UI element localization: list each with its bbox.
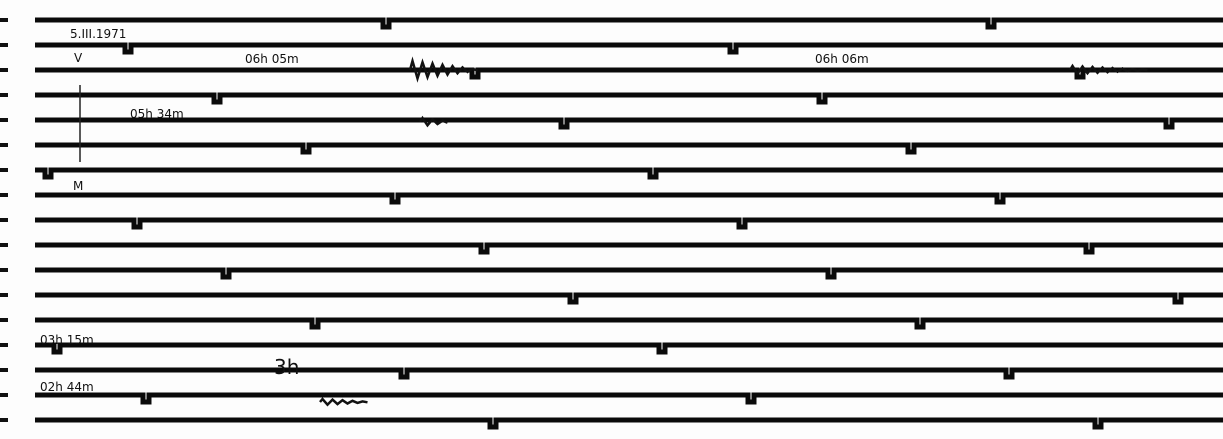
time-label: 03h 15m [40, 333, 94, 347]
component-label: V [74, 51, 83, 65]
time-label: 05h 34m [130, 107, 184, 121]
margin-tick [0, 368, 8, 372]
margin-tick [0, 318, 8, 322]
margin-tick [0, 268, 8, 272]
margin-tick [0, 243, 8, 247]
margin-tick [0, 293, 8, 297]
margin-tick [0, 418, 8, 422]
margin-tick [0, 93, 8, 97]
margin-tick [0, 143, 8, 147]
margin-tick [0, 393, 8, 397]
margin-tick [0, 218, 8, 222]
seismogram: 5.III.1971 V 06h 05m 06h 06m 05h 34m M 0… [0, 0, 1223, 439]
hour-label: 3h [274, 355, 299, 379]
marker-label: M [73, 179, 83, 193]
margin-tick [0, 343, 8, 347]
margin-tick [0, 118, 8, 122]
margin-tick [0, 43, 8, 47]
margin-tick [0, 18, 8, 22]
time-label: 06h 05m [245, 52, 299, 66]
margin-tick [0, 168, 8, 172]
time-label: 02h 44m [40, 380, 94, 394]
date-label: 5.III.1971 [70, 27, 126, 41]
time-label: 06h 06m [815, 52, 869, 66]
margin-tick [0, 68, 8, 72]
margin-tick [0, 193, 8, 197]
